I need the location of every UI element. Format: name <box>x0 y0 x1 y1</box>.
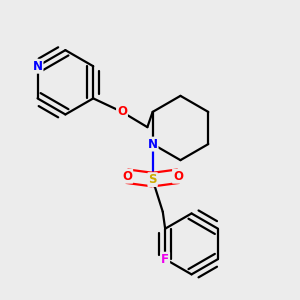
Text: O: O <box>122 170 132 183</box>
Text: O: O <box>117 105 127 119</box>
Text: F: F <box>161 253 169 266</box>
Text: N: N <box>32 60 43 73</box>
Text: O: O <box>173 170 183 183</box>
Text: S: S <box>148 173 157 186</box>
Text: N: N <box>148 138 158 151</box>
